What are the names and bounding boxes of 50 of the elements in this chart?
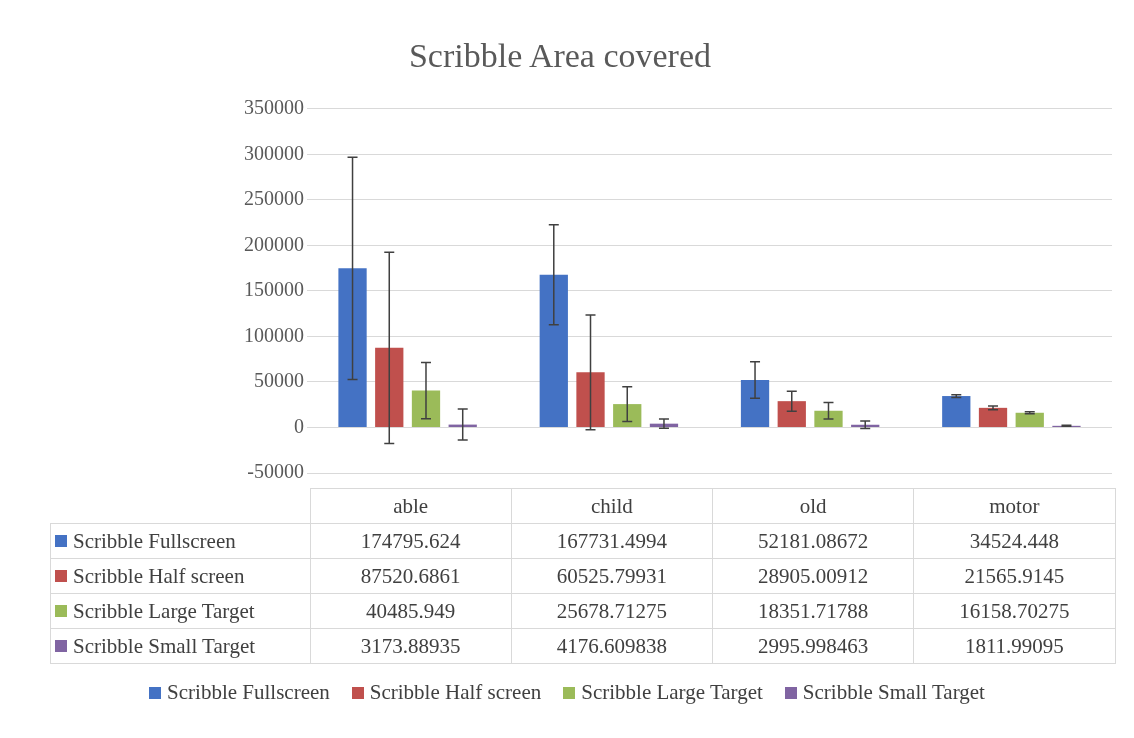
x-tick-label: motor — [913, 488, 1115, 524]
text: Scribble Half screen — [369, 680, 542, 704]
data-label: 174795.624 — [310, 523, 512, 559]
data-label: 52181.08672 — [712, 523, 914, 559]
x-tick-label: old — [712, 488, 914, 524]
y-tick-label: 0 — [294, 414, 304, 437]
data-label: 3173.88935 — [310, 628, 512, 664]
bar — [1015, 412, 1044, 427]
y-tick-label: 50000 — [254, 369, 304, 392]
data-label: 28905.00912 — [712, 558, 914, 594]
bar — [375, 347, 404, 427]
bar — [978, 407, 1008, 427]
legend-label: Scribble Fullscreen — [73, 528, 236, 554]
text: Scribble Small Target — [73, 633, 256, 658]
data-label: 25678.71275 — [511, 593, 713, 629]
data-label: 2995.998463 — [712, 628, 914, 664]
bar — [576, 372, 605, 427]
data-label: 60525.79931 — [511, 558, 713, 594]
data-label: 18351.71788 — [712, 593, 914, 629]
bar — [613, 404, 642, 427]
bar — [338, 268, 367, 427]
data-label: 40485.949 — [310, 593, 512, 629]
data-label: 34524.448 — [913, 523, 1115, 559]
x-tick-label: able — [310, 488, 512, 524]
data-label: 167731.4994 — [511, 523, 713, 559]
y-tick-label: 100000 — [244, 323, 304, 346]
y-tick-label: 250000 — [244, 187, 304, 210]
bar — [539, 274, 568, 427]
bar — [740, 379, 770, 427]
legend-label: Scribble Large Target — [73, 598, 255, 624]
bar — [411, 390, 441, 427]
data-label: 1811.99095 — [913, 628, 1115, 664]
legend-label: Scribble Half screen — [73, 563, 245, 589]
legend-label: Scribble Small Target — [802, 680, 985, 705]
chart-title: Scribble Area covered — [408, 37, 712, 75]
data-label: 21565.9145 — [913, 558, 1115, 594]
bar — [777, 401, 806, 427]
y-tick-label: 300000 — [244, 141, 304, 164]
text: Scribble Fullscreen — [167, 680, 330, 704]
text: Scribble Large Target — [581, 680, 763, 704]
bar — [814, 410, 843, 427]
y-tick-label: 350000 — [244, 96, 304, 119]
data-label: 4176.609838 — [511, 628, 713, 664]
data-label: 16158.70275 — [913, 593, 1115, 629]
y-tick-label: 150000 — [244, 278, 304, 301]
x-tick-label: child — [511, 488, 713, 524]
bar — [942, 396, 971, 427]
y-tick-label: -50000 — [247, 460, 304, 483]
data-label: 87520.6861 — [310, 558, 512, 594]
y-tick-label: 200000 — [244, 232, 304, 255]
